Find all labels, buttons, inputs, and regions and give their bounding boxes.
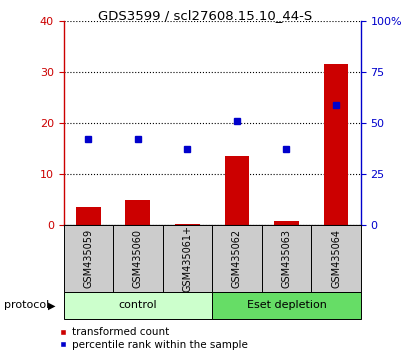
Bar: [162, 225, 212, 292]
Bar: [310, 225, 360, 292]
Text: GSM435063: GSM435063: [281, 229, 291, 288]
Text: GSM435059: GSM435059: [83, 229, 93, 288]
Text: ▶: ▶: [48, 300, 56, 310]
Bar: [76, 207, 101, 225]
Text: GSM435064: GSM435064: [330, 229, 340, 288]
Bar: [125, 200, 150, 225]
Bar: [212, 225, 261, 292]
Text: protocol: protocol: [4, 300, 49, 310]
Text: GSM435061+: GSM435061+: [182, 225, 192, 292]
Bar: [323, 64, 348, 225]
Text: control: control: [118, 300, 157, 310]
Text: GSM435060: GSM435060: [133, 229, 142, 288]
Text: GDS3599 / scl27608.15.10_44-S: GDS3599 / scl27608.15.10_44-S: [98, 9, 311, 22]
Bar: [113, 225, 162, 292]
Bar: [63, 225, 113, 292]
Text: GSM435062: GSM435062: [231, 229, 241, 288]
Legend: transformed count, percentile rank within the sample: transformed count, percentile rank withi…: [58, 327, 247, 350]
Bar: [224, 156, 249, 225]
Bar: [261, 225, 310, 292]
Bar: [175, 224, 199, 225]
Text: Eset depletion: Eset depletion: [246, 300, 326, 310]
Bar: [212, 292, 360, 319]
Bar: [63, 292, 212, 319]
Bar: [274, 221, 298, 225]
